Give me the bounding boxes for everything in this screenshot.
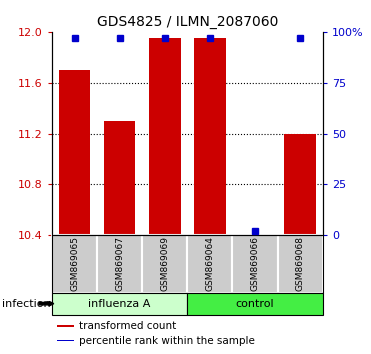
- Title: GDS4825 / ILMN_2087060: GDS4825 / ILMN_2087060: [97, 16, 278, 29]
- Bar: [59, 70, 90, 235]
- Bar: [104, 121, 135, 235]
- Text: GSM869065: GSM869065: [70, 236, 79, 291]
- Text: GSM869069: GSM869069: [160, 236, 169, 291]
- Text: influenza A: influenza A: [88, 299, 151, 309]
- Bar: [194, 38, 226, 235]
- Bar: [239, 234, 271, 235]
- Text: GSM869068: GSM869068: [296, 236, 305, 291]
- Text: transformed count: transformed count: [79, 321, 176, 331]
- Text: infection: infection: [2, 299, 50, 309]
- Bar: [285, 133, 316, 235]
- Text: GSM869066: GSM869066: [250, 236, 260, 291]
- Text: GSM869064: GSM869064: [206, 236, 214, 291]
- Bar: [187, 235, 233, 292]
- Bar: [58, 339, 73, 341]
- Text: percentile rank within the sample: percentile rank within the sample: [79, 336, 255, 346]
- Bar: [52, 292, 187, 315]
- Bar: [149, 38, 181, 235]
- Bar: [58, 325, 73, 327]
- Text: GSM869067: GSM869067: [115, 236, 124, 291]
- Bar: [97, 235, 142, 292]
- Bar: [142, 235, 187, 292]
- Bar: [233, 235, 278, 292]
- Text: control: control: [236, 299, 275, 309]
- Bar: [52, 235, 97, 292]
- Bar: [278, 235, 323, 292]
- Bar: [187, 292, 323, 315]
